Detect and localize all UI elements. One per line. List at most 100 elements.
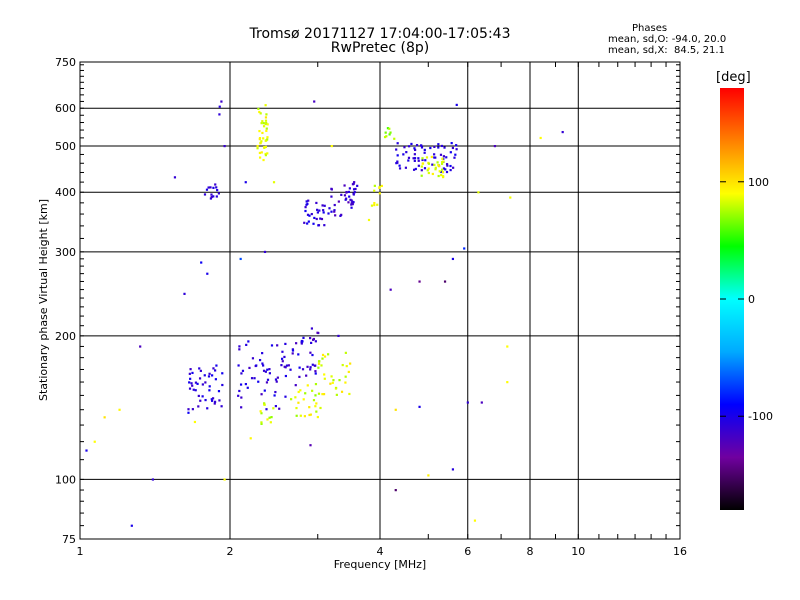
- data-point: [316, 211, 319, 214]
- data-point: [436, 161, 439, 164]
- data-point: [327, 212, 330, 215]
- data-point: [281, 350, 284, 353]
- data-point: [321, 393, 324, 396]
- data-point: [208, 389, 211, 392]
- data-point: [424, 159, 427, 162]
- data-point: [315, 410, 318, 413]
- data-point: [455, 103, 458, 107]
- data-point: [204, 381, 207, 384]
- data-point: [283, 355, 286, 359]
- data-point: [305, 374, 308, 377]
- data-point: [244, 382, 247, 386]
- data-point: [207, 375, 211, 378]
- data-point: [445, 170, 449, 174]
- axis-ticks: 1 2 4 6 8 10 16 75 100 200 300 400 500 600 750: [55, 56, 687, 558]
- stats-x-mode: mean, sd,X: 84.5, 21.1: [608, 45, 725, 56]
- data-point: [451, 468, 455, 471]
- data-point: [130, 524, 133, 527]
- data-point: [370, 204, 374, 207]
- data-point: [402, 153, 405, 156]
- data-point: [427, 167, 430, 170]
- data-point: [423, 148, 426, 152]
- data-point: [215, 364, 218, 367]
- data-point: [239, 257, 242, 261]
- data-point: [310, 212, 313, 216]
- colorbar-tick-label: 100: [748, 176, 769, 189]
- data-point: [338, 379, 341, 382]
- data-point: [352, 201, 355, 204]
- data-point: [316, 208, 319, 211]
- y-tick-label: 400: [55, 186, 76, 199]
- data-point: [260, 393, 263, 396]
- data-point: [318, 209, 321, 212]
- data-point: [306, 202, 309, 205]
- data-point: [320, 364, 323, 367]
- data-point: [210, 195, 213, 199]
- data-point: [299, 414, 302, 417]
- data-point: [306, 222, 309, 225]
- data-point: [333, 210, 336, 213]
- data-point: [211, 374, 214, 377]
- data-point: [378, 186, 381, 189]
- data-point: [284, 395, 287, 398]
- data-point: [309, 351, 312, 354]
- data-point: [191, 371, 194, 375]
- data-point: [199, 369, 202, 372]
- data-point: [210, 193, 213, 196]
- data-point: [196, 382, 199, 385]
- data-point: [385, 135, 388, 138]
- data-point: [393, 137, 396, 140]
- data-point: [291, 348, 294, 351]
- data-point: [344, 351, 347, 354]
- data-point: [240, 406, 243, 409]
- data-point: [275, 380, 278, 383]
- data-point: [197, 394, 200, 398]
- data-point: [427, 162, 431, 165]
- data-point: [294, 396, 297, 399]
- data-point: [444, 168, 447, 171]
- data-point: [309, 336, 312, 340]
- data-point: [446, 164, 449, 167]
- chart-subtitle: RwPretec (8p): [330, 40, 430, 56]
- data-point: [256, 144, 259, 148]
- data-point: [214, 378, 217, 381]
- data-point: [212, 186, 215, 189]
- data-point: [315, 201, 318, 205]
- data-point: [212, 367, 215, 370]
- data-point: [341, 363, 344, 367]
- data-point: [463, 247, 466, 250]
- data-point: [194, 381, 198, 384]
- data-point: [418, 405, 421, 408]
- data-point: [206, 407, 209, 410]
- data-point: [211, 397, 215, 400]
- data-point: [259, 141, 262, 144]
- data-point: [320, 217, 324, 221]
- data-point: [205, 188, 209, 191]
- data-point: [253, 377, 256, 380]
- data-point: [207, 186, 210, 189]
- data-point: [452, 166, 455, 169]
- data-point: [417, 157, 420, 160]
- data-point: [309, 366, 312, 369]
- x-tick-label: 6: [464, 545, 471, 558]
- data-point: [437, 174, 440, 178]
- data-point: [314, 370, 317, 373]
- data-point: [264, 104, 267, 107]
- data-point: [308, 413, 311, 417]
- data-point: [190, 382, 193, 385]
- data-point: [343, 184, 346, 187]
- data-point: [339, 214, 342, 218]
- data-point: [305, 200, 308, 203]
- data-point: [237, 364, 240, 367]
- data-point: [433, 163, 436, 166]
- data-point: [212, 195, 215, 198]
- data-point: [291, 352, 294, 355]
- data-point: [208, 385, 211, 388]
- data-point: [237, 394, 240, 397]
- data-point: [261, 120, 264, 123]
- data-point: [266, 136, 269, 139]
- data-point: [220, 100, 223, 103]
- data-point: [93, 440, 96, 443]
- data-point: [413, 159, 416, 162]
